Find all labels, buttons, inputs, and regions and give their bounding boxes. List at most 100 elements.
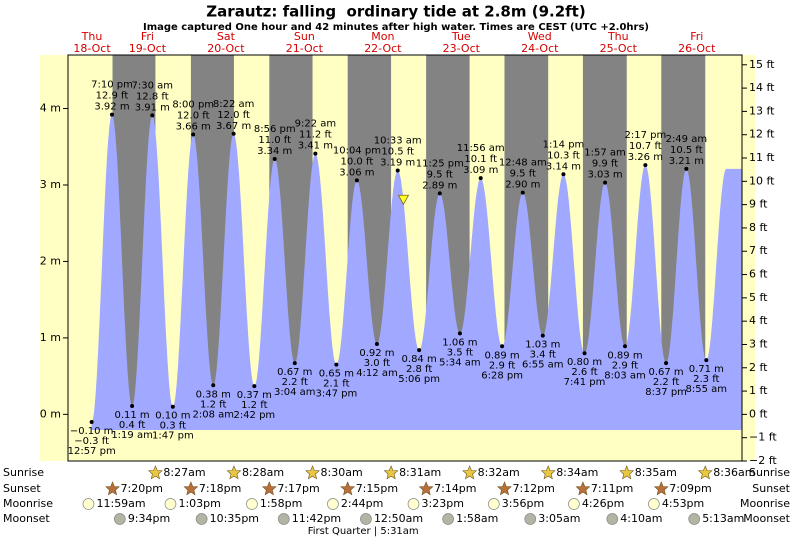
date-label: 24-Oct (521, 42, 559, 55)
tide-label: 12.0 ft (217, 110, 250, 121)
sunset-icon (261, 481, 277, 496)
tide-point (150, 113, 155, 118)
tide-label: 0.10 m (155, 411, 190, 422)
moonset-time: 5:13am (702, 512, 744, 525)
tide-label: 2:08 am (192, 409, 234, 420)
tide-point (395, 168, 400, 173)
plot-frame (67, 54, 743, 462)
tide-point (520, 190, 525, 195)
tide-label: 12.8 ft (136, 91, 169, 102)
tide-label: 2.9 ft (489, 360, 515, 371)
date-label: 18-Oct (73, 42, 111, 55)
tide-label: 10.5 ft (381, 146, 414, 157)
sunrise-time: 8:30am (321, 466, 363, 479)
tide-label: 3.92 m (94, 102, 129, 113)
tide-label: 0.89 m (607, 350, 642, 361)
sunrise-icon (540, 465, 556, 480)
day-label: Thu (607, 30, 629, 43)
tide-point (211, 383, 216, 388)
sunrise-time: 8:35am (635, 466, 677, 479)
sunrise-icon (148, 465, 163, 480)
sunset-time: 7:12pm (512, 482, 554, 495)
tide-label: 0.92 m (359, 348, 394, 359)
tide-label: 11:25 pm (416, 158, 464, 169)
tide-label: 3.0 ft (364, 358, 390, 369)
tide-label: 3.19 m (380, 157, 415, 168)
tide-point (704, 358, 709, 363)
moonrise-time: 2:44pm (341, 497, 383, 510)
tide-point (252, 384, 257, 389)
moonrise-time: 3:56pm (502, 497, 544, 510)
tide-label: 3.26 m (628, 152, 663, 163)
moonrise-icon (648, 498, 660, 510)
moonset-time: 1:58am (456, 512, 498, 525)
moonset-time: 12:50am (374, 512, 423, 525)
tide-label: 10.1 ft (464, 154, 497, 165)
tide-point (292, 361, 297, 366)
y2-tick-label: 11 ft (749, 151, 775, 164)
tide-label: 0.37 m (237, 390, 272, 401)
sunrise-icon (697, 465, 713, 480)
tide-label: 8:03 am (604, 370, 646, 381)
moonrise-time: 1:58pm (260, 497, 302, 510)
tide-label: 0.67 m (648, 367, 683, 378)
sunset-icon (653, 481, 669, 496)
tide-label: 11:56 am (457, 143, 505, 154)
tide-point (643, 163, 648, 168)
tide-point (582, 351, 587, 356)
tide-label: 3:04 am (274, 387, 316, 398)
tide-point (561, 172, 566, 177)
tide-label: 9:22 am (295, 119, 337, 130)
moonset-icon (688, 513, 701, 525)
tide-label: −0.10 m (70, 426, 114, 437)
tide-point (313, 151, 318, 156)
tide-point (437, 191, 442, 196)
tide-label: 9.5 ft (510, 169, 536, 180)
date-label: 26-Oct (678, 42, 716, 55)
tide-point (130, 403, 135, 408)
current-level-marker (397, 194, 410, 206)
tide-point (231, 131, 236, 136)
tide-label: 2.89 m (422, 180, 457, 191)
tide-point (354, 178, 359, 183)
day-label: Tue (451, 30, 471, 43)
tide-label: 10.0 ft (341, 156, 374, 167)
sunrise-time: 8:31am (399, 466, 441, 479)
tide-label: 0.89 m (484, 350, 519, 361)
tide-label: 3.21 m (669, 156, 704, 167)
tide-label: 1:14 pm (543, 139, 585, 150)
y-tick-label: 2 m (40, 254, 61, 267)
sunset-icon (575, 481, 591, 496)
y2-tick-label: 12 ft (749, 128, 775, 141)
plot-clip (91, 55, 742, 430)
moonset-time: 10:35pm (210, 512, 259, 525)
y2-tick-label: 8 ft (749, 221, 768, 234)
tide-point (109, 112, 114, 117)
tide-label: 12.9 ft (96, 91, 129, 102)
sunset-time: 7:18pm (199, 482, 241, 495)
day-label: Fri (141, 30, 154, 43)
tide-point (374, 342, 379, 347)
tide-label: 0.80 m (567, 357, 602, 368)
moonrise-icon (407, 498, 420, 510)
tide-label: 7:30 am (132, 80, 174, 91)
tide-label: 1.03 m (525, 340, 560, 351)
tide-label: 8:55 am (686, 384, 728, 395)
sunset-time: 7:17pm (277, 482, 319, 495)
tide-label: 3.06 m (339, 167, 374, 178)
moonrise-icon (164, 498, 177, 510)
tide-label: 3.09 m (463, 165, 498, 176)
tide-label: 0.84 m (402, 354, 437, 365)
tide-label: 2.1 ft (323, 379, 349, 390)
tide-label: 10:33 am (374, 135, 422, 146)
tide-label: 9.9 ft (592, 159, 618, 170)
tide-label: 10.5 ft (670, 145, 703, 156)
tide-label: 2.2 ft (653, 377, 679, 388)
y2-tick-label: 4 ft (749, 314, 768, 327)
tide-label: 3.34 m (257, 146, 292, 157)
tide-point (89, 420, 94, 425)
y-tick-label: 3 m (40, 178, 61, 191)
y2-tick-label: 13 ft (749, 104, 775, 117)
moonset-icon (442, 513, 454, 525)
